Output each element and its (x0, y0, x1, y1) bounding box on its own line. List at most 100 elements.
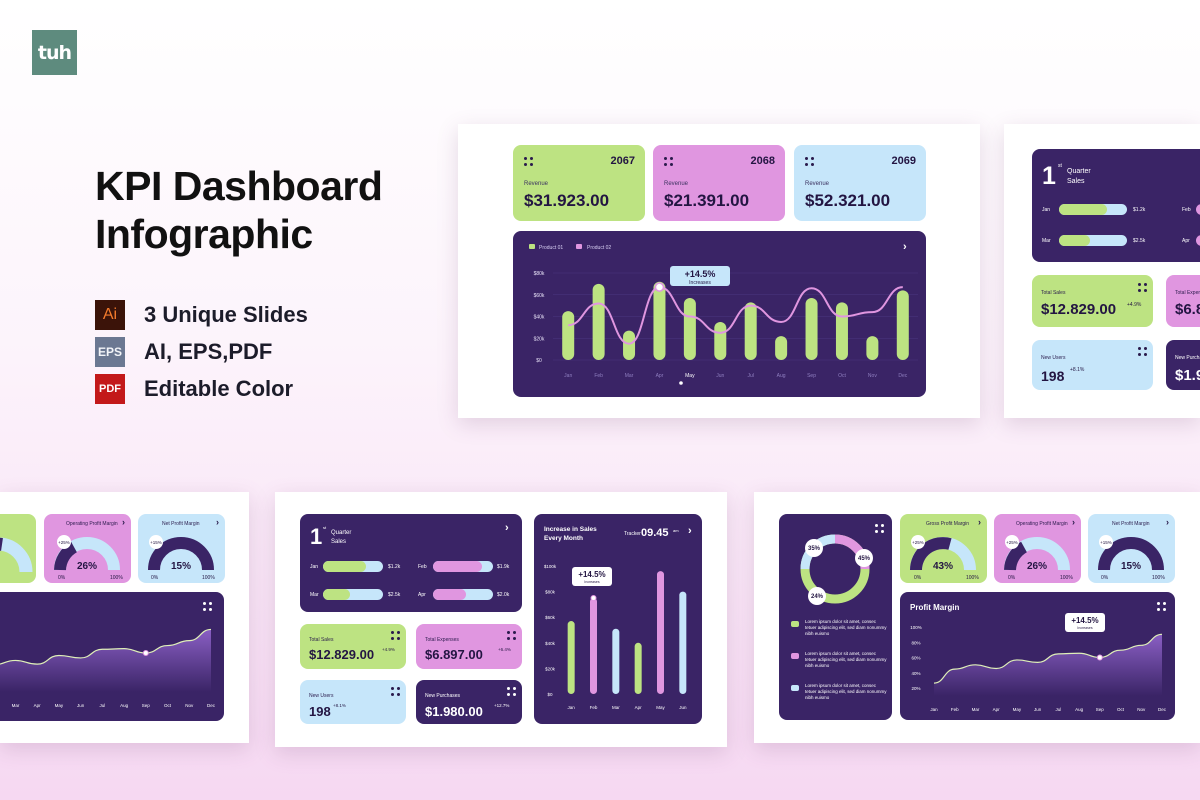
new-purchases-value: $1.980.00 (425, 704, 483, 719)
delta-bubble (149, 535, 163, 549)
change-badge: +4.9% (1127, 302, 1142, 308)
chevron-right-icon[interactable]: › (688, 525, 692, 537)
progress-fill (1059, 204, 1107, 215)
change-badge: +8.1% (333, 703, 346, 708)
net-margin-card: Net Profit Margin › 15% 0% 100% +15% (138, 514, 225, 583)
x-tick-label: Sep (1096, 707, 1105, 712)
row-value: $1.2k (388, 564, 401, 570)
title-line2: Infographic (95, 211, 313, 257)
net-gauge: 15% 0% 100% +15% (148, 535, 215, 581)
menu-dots-icon[interactable] (1157, 602, 1167, 612)
y-tick-label: 20% (911, 686, 920, 691)
menu-dots-icon[interactable] (875, 524, 885, 534)
x-tick-label: Mar (972, 707, 980, 712)
x-tick-label: Mar (612, 705, 620, 710)
x-tick-label: Feb (594, 373, 603, 379)
gross-margin-card: Gross Profit Margin › 43% 0% 100% +25% (900, 514, 987, 583)
bar-product-01 (775, 336, 788, 360)
menu-dots-icon[interactable] (391, 631, 401, 641)
x-tick-label: Mar (625, 373, 634, 379)
total-expenses-card: Total Expenses $6.897.00 (1166, 275, 1200, 327)
delta-bubble (911, 535, 925, 549)
kpi-card-2069: 2069 Revenue $52.321.00 (794, 145, 926, 221)
profit-margin-title: Profit Margin (910, 603, 960, 612)
new-purchases-card: New Purchases $1.980.00 +12.7% (416, 680, 522, 724)
legend-swatch-product-02 (576, 244, 582, 249)
sales-bar (657, 571, 664, 694)
menu-dots-icon[interactable] (664, 157, 674, 167)
gauge-delta: +25% (1006, 540, 1018, 545)
area-fill (934, 634, 1162, 696)
menu-dots-icon[interactable] (507, 631, 517, 641)
quarter-label-line1: Quarter (1067, 168, 1091, 175)
kpi-label: Revenue (664, 181, 689, 187)
badge-value: +14.5% (578, 570, 605, 579)
x-tick-label: Jul (1055, 707, 1061, 712)
donut-label-bubble (805, 539, 823, 557)
chevron-right-icon[interactable]: › (903, 241, 907, 253)
gauge-max: 100% (1060, 575, 1073, 581)
row-value: $2.5k (388, 592, 401, 598)
progress-fill (323, 561, 367, 572)
x-tick-label: May (1013, 707, 1022, 712)
highlight-point (142, 650, 149, 656)
gauge-delta: +15% (1100, 540, 1112, 545)
menu-dots-icon[interactable] (1138, 347, 1148, 357)
operating-gauge: 26% 0% 100% +25% (1004, 535, 1073, 581)
feature-item: EPS AI, EPS,PDF (95, 333, 308, 370)
x-tick-label: Dec (898, 373, 907, 379)
gauge-min: 0% (914, 575, 922, 581)
menu-dots-icon[interactable] (507, 687, 517, 697)
chevron-right-icon[interactable]: › (216, 517, 219, 527)
menu-dots-icon[interactable] (391, 687, 401, 697)
chevron-right-icon[interactable]: › (1166, 517, 1169, 527)
gauge-max: 100% (202, 575, 215, 581)
slide-quarter-sales: 1 st Quarter Sales › Jan $1.2k Mar $2.5k… (275, 492, 727, 747)
feature-label: 3 Unique Slides (144, 301, 308, 327)
gauge-value: 43% (933, 561, 953, 572)
y-tick-label: 100% (910, 625, 922, 630)
tracker-time: 09.45 (641, 527, 669, 539)
row-value: $1.2k (1133, 207, 1146, 213)
bar-product-01 (683, 298, 696, 360)
new-users-card: New Users 198 +8.1% (1032, 340, 1153, 390)
total-sales-label: Total Sales (1041, 290, 1066, 296)
badge-value: +14.5% (1071, 616, 1098, 625)
delta-bubble (57, 535, 71, 549)
feature-item: Ai 3 Unique Slides (95, 296, 308, 333)
kpi-year: 2069 (891, 155, 916, 167)
menu-dots-icon[interactable] (1138, 283, 1148, 293)
sales-bar (679, 591, 687, 694)
gauge-title: Net Profit Margin (162, 521, 200, 527)
gauge-title: Net Profit Margin (1112, 521, 1150, 527)
chevron-right-icon[interactable]: › (978, 517, 981, 527)
delta-bubble (1099, 535, 1113, 549)
menu-dots-icon[interactable] (805, 157, 815, 167)
donut-label-bubble (808, 587, 826, 605)
pager-dot (679, 381, 683, 385)
chevron-right-icon[interactable]: › (122, 517, 125, 527)
change-badge: +12.7% (494, 703, 510, 708)
x-tick-label: Dec (1158, 707, 1167, 712)
progress-track (1059, 235, 1127, 246)
net-gauge: 15% 0% 100% +15% (1098, 535, 1165, 581)
donut-label: 24% (811, 594, 824, 600)
menu-dots-icon[interactable] (524, 157, 534, 167)
new-purchases-value: $1.980.00 (1175, 367, 1200, 384)
kpi-value: $52.321.00 (805, 191, 891, 210)
badge-sub: Increases (1077, 626, 1092, 630)
eps-file-icon: EPS (95, 336, 125, 367)
x-tick-label: Nov (185, 703, 194, 708)
menu-dots-icon[interactable] (203, 602, 213, 612)
row-month: Mar (1042, 238, 1051, 244)
bar-product-01 (623, 330, 636, 360)
feature-label: AI, EPS,PDF (144, 338, 273, 364)
change-badge: +4.9% (382, 647, 395, 652)
kpi-value: $21.391.00 (664, 191, 750, 210)
chevron-right-icon[interactable]: › (505, 522, 509, 534)
sales-bar (590, 598, 597, 694)
total-expenses-label: Total Expenses (1175, 290, 1200, 296)
y-tick-label: 60% (911, 656, 920, 661)
badge-value: +14.5% (685, 269, 716, 279)
chevron-right-icon[interactable]: › (1072, 517, 1075, 527)
